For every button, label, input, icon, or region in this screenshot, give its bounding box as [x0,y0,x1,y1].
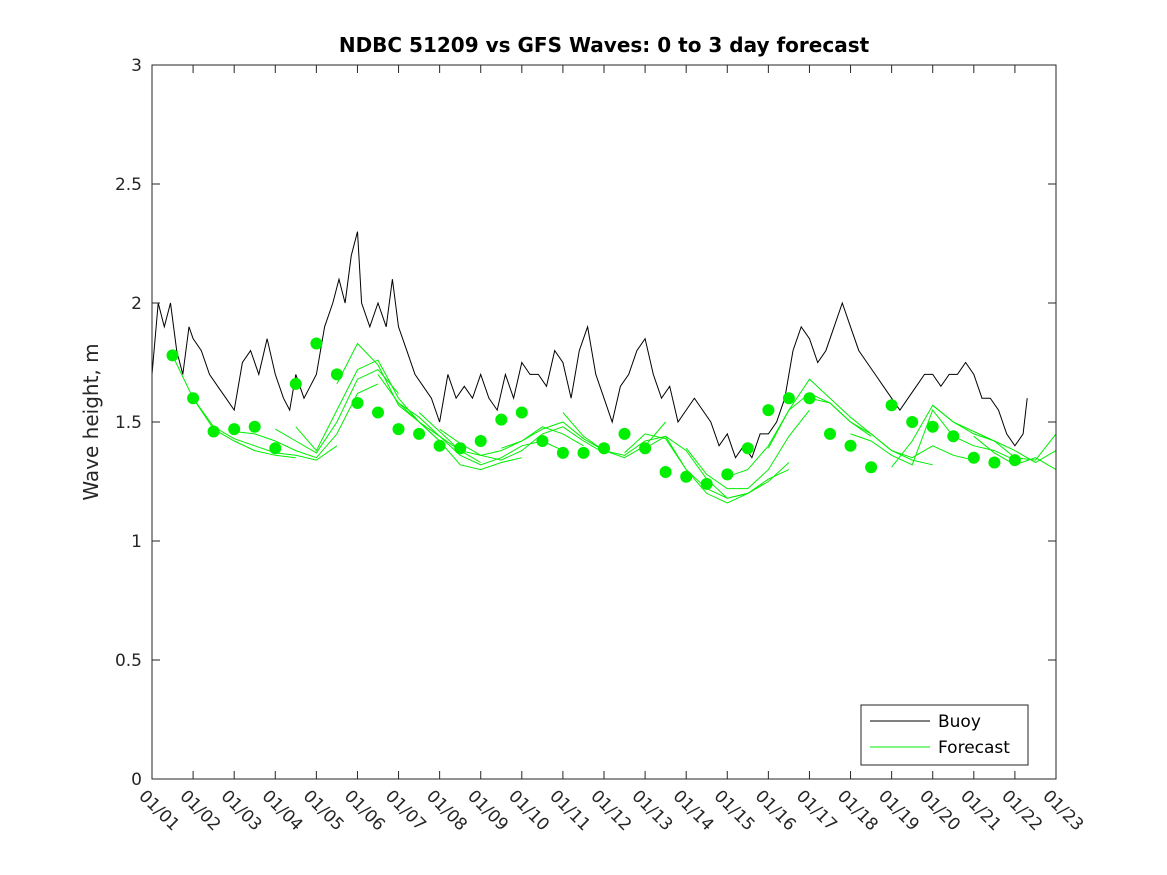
forecast-point [947,430,960,443]
forecast-run-line [850,409,1016,466]
forecast-run-line [377,374,522,471]
forecast-point [310,337,323,350]
forecast-point [556,446,569,459]
forecast-point [207,425,220,438]
forecast-point [741,442,754,455]
series-layer [151,231,1057,504]
y-tick-label: 1.5 [115,413,142,433]
forecast-point [906,416,919,428]
forecast-point [598,442,610,455]
chart-title: NDBC 51209 vs GFS Waves: 0 to 3 day fore… [339,33,870,57]
forecast-point [577,446,590,459]
forecast-point [885,399,898,412]
forecast-point [639,442,652,455]
forecast-point [269,442,282,455]
legend-forecast-label: Forecast [938,738,1010,758]
forecast-point [248,420,261,433]
legend: Buoy Forecast [860,704,1029,766]
forecast-point [289,377,302,390]
forecast-point [351,397,364,409]
forecast-run-line [809,397,974,461]
forecast-point [721,468,734,481]
plot-frame [151,64,1057,780]
legend-box [860,704,1029,766]
y-axis-label: Wave height, m [79,343,103,500]
forecast-run-line [295,359,440,452]
forecast-run-line [562,412,748,499]
forecast-point [433,439,446,452]
forecast-point [680,470,693,483]
y-tick-label: 1 [131,532,142,552]
forecast-point [166,349,179,362]
y-tick-label: 0 [131,770,142,790]
forecast-point [495,413,508,426]
forecast-point [782,392,795,405]
forecast-point [618,427,631,440]
forecast-point [926,420,939,433]
forecast-point [372,406,384,419]
forecast-point [228,423,241,436]
forecast-point [187,392,200,405]
forecast-run-line [501,421,666,459]
forecast-point [762,404,775,417]
forecast-run-line [398,402,564,466]
forecast-point [474,435,487,447]
forecast-point [967,451,980,464]
forecast-point [454,442,467,455]
legend-buoy-label: Buoy [938,712,981,732]
forecast-run-line [418,412,584,456]
y-tick-label: 2 [131,294,142,314]
plot-area [152,65,1056,779]
forecast-point [988,456,1001,469]
forecast-point [865,461,878,474]
buoy-line [151,231,1028,459]
y-tick-label: 2.5 [115,175,142,195]
forecast-point [536,435,549,447]
forecast-point [413,427,426,440]
forecast-run-line [685,409,810,490]
forecast-point [330,368,343,381]
forecast-run-line [439,426,605,461]
forecast-point [392,423,405,436]
forecast-point [824,427,836,440]
forecast-point [803,392,816,405]
forecast-run-line [932,404,1057,461]
forecast-point [700,477,713,490]
forecast-point [1008,454,1021,467]
y-tick-label: 3 [131,56,142,76]
forecast-run-line [275,368,399,454]
forecast-run-line [767,378,933,466]
forecast-run-line [644,435,790,499]
forecast-run-line [891,404,1057,468]
forecast-point [659,466,672,478]
y-tick-label: 0.5 [115,651,142,671]
forecast-point [844,439,857,452]
forecast-point [515,406,528,419]
forecast-run-line [624,433,790,504]
